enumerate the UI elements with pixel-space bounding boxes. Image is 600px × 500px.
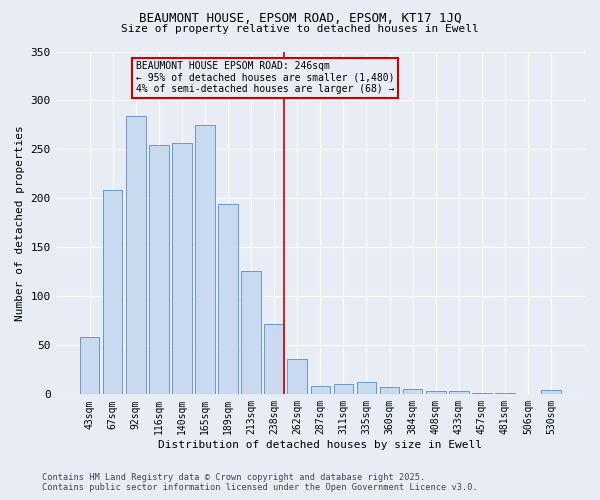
Bar	[311, 386, 330, 394]
Bar	[356, 382, 376, 394]
Bar	[287, 359, 307, 394]
Bar	[126, 116, 146, 394]
Bar	[103, 190, 122, 394]
X-axis label: Distribution of detached houses by size in Ewell: Distribution of detached houses by size …	[158, 440, 482, 450]
Bar	[449, 392, 469, 394]
Bar	[403, 390, 422, 394]
Bar	[195, 125, 215, 394]
Text: Contains HM Land Registry data © Crown copyright and database right 2025.
Contai: Contains HM Land Registry data © Crown c…	[42, 473, 478, 492]
Text: BEAUMONT HOUSE EPSOM ROAD: 246sqm
← 95% of detached houses are smaller (1,480)
4: BEAUMONT HOUSE EPSOM ROAD: 246sqm ← 95% …	[136, 62, 394, 94]
Bar	[380, 388, 400, 394]
Bar	[265, 324, 284, 394]
Bar	[241, 271, 261, 394]
Bar	[218, 204, 238, 394]
Bar	[80, 336, 100, 394]
Bar	[426, 392, 446, 394]
Text: Size of property relative to detached houses in Ewell: Size of property relative to detached ho…	[121, 24, 479, 34]
Bar	[541, 390, 561, 394]
Y-axis label: Number of detached properties: Number of detached properties	[15, 125, 25, 321]
Text: BEAUMONT HOUSE, EPSOM ROAD, EPSOM, KT17 1JQ: BEAUMONT HOUSE, EPSOM ROAD, EPSOM, KT17 …	[139, 12, 461, 26]
Bar	[172, 142, 191, 394]
Bar	[149, 144, 169, 394]
Bar	[334, 384, 353, 394]
